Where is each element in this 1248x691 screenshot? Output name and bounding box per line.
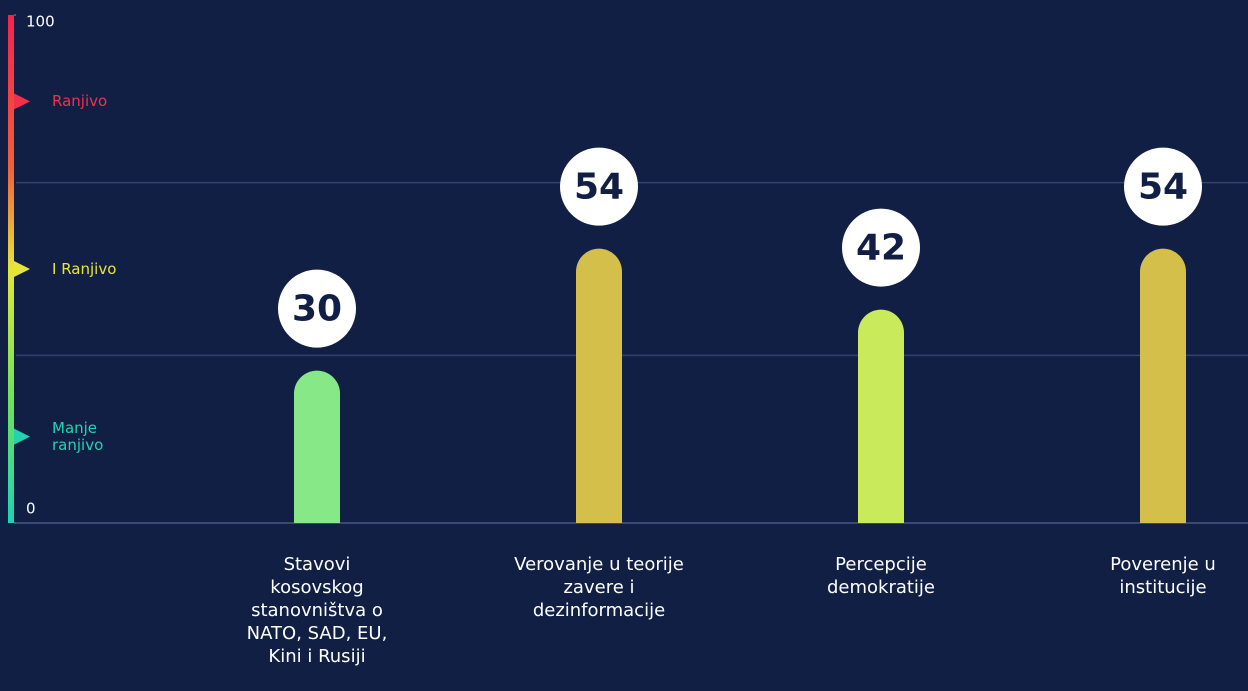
band-marker bbox=[14, 93, 30, 110]
x-tick-label: Percepcije demokratije bbox=[826, 554, 936, 598]
value-label: 54 bbox=[574, 167, 624, 208]
scale-bar bbox=[8, 15, 14, 523]
x-tick-label: Stavovi kosovskog stanovništva o NATO, S… bbox=[246, 554, 388, 667]
bar bbox=[576, 248, 622, 523]
value-badge bbox=[842, 208, 920, 287]
y-tick-label: 100 bbox=[26, 13, 55, 31]
bar bbox=[858, 309, 904, 523]
value-badge bbox=[278, 269, 356, 348]
band-label: I Ranjivo bbox=[52, 259, 117, 278]
value-label: 54 bbox=[1138, 167, 1188, 208]
band-label: Ranjivo bbox=[52, 91, 108, 110]
y-tick-label: 0 bbox=[26, 500, 36, 518]
value-label: 30 bbox=[292, 289, 342, 330]
band-label: Manje ranjivo bbox=[52, 418, 104, 454]
x-tick-label: Verovanje u teorije zavere i dezinformac… bbox=[514, 554, 684, 621]
bar bbox=[1140, 248, 1186, 523]
value-badge bbox=[1124, 147, 1202, 226]
value-label: 42 bbox=[856, 228, 906, 269]
value-badge bbox=[560, 147, 638, 226]
band-marker bbox=[14, 428, 30, 445]
band-marker bbox=[14, 261, 30, 277]
x-tick-label: Poverenje u institucije bbox=[1110, 554, 1216, 598]
bar bbox=[294, 370, 340, 523]
